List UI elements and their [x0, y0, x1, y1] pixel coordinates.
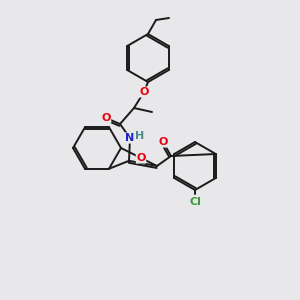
Text: O: O — [158, 137, 168, 147]
Text: O: O — [139, 87, 149, 97]
Text: Cl: Cl — [189, 197, 201, 207]
Text: O: O — [101, 113, 111, 123]
Text: N: N — [125, 133, 135, 143]
Text: O: O — [136, 153, 146, 163]
Text: H: H — [135, 131, 145, 141]
